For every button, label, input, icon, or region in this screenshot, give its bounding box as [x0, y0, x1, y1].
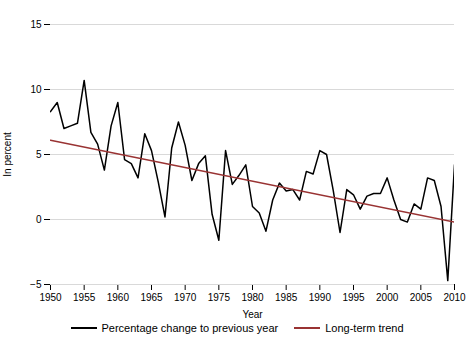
svg-text:2000: 2000: [376, 292, 399, 303]
svg-text:2005: 2005: [410, 292, 433, 303]
svg-text:2010: 2010: [443, 292, 466, 303]
svg-text:In percent: In percent: [2, 132, 13, 177]
svg-text:1955: 1955: [73, 292, 96, 303]
svg-text:1970: 1970: [174, 292, 197, 303]
svg-text:1985: 1985: [275, 292, 298, 303]
svg-text:1965: 1965: [140, 292, 163, 303]
svg-text:1995: 1995: [342, 292, 365, 303]
svg-text:5: 5: [36, 149, 42, 160]
svg-text:15: 15: [30, 19, 42, 30]
svg-text:0: 0: [36, 214, 42, 225]
svg-text:1960: 1960: [107, 292, 130, 303]
html-text:Percentage change to previous: Percentage change to previous year: [101, 322, 279, 334]
svg-text:10: 10: [30, 84, 42, 95]
svg-text:1975: 1975: [208, 292, 231, 303]
svg-text:1980: 1980: [241, 292, 264, 303]
svg-text:1990: 1990: [309, 292, 332, 303]
svg-text:−5: −5: [30, 279, 42, 290]
svg-text:1950: 1950: [39, 292, 62, 303]
html-text:Long-term trend: Long-term trend: [325, 322, 404, 334]
svg-text:Year: Year: [242, 309, 263, 320]
